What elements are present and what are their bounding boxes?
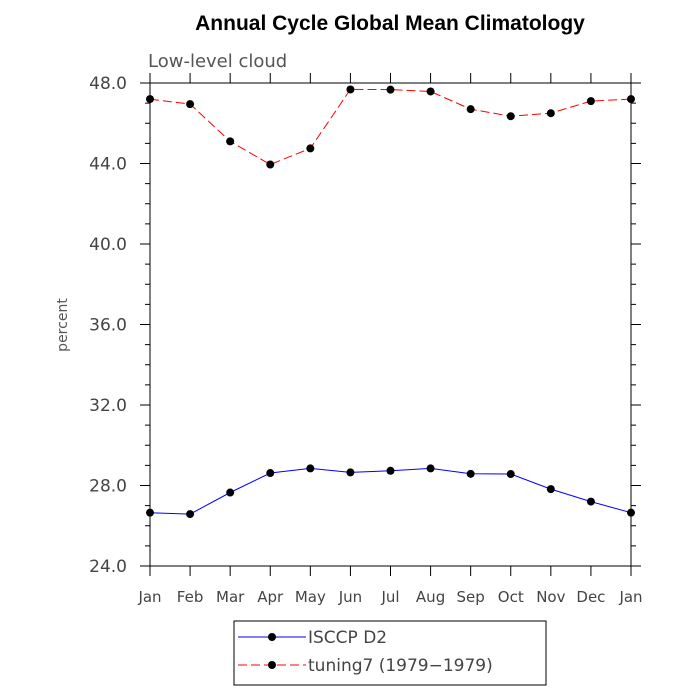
legend-box xyxy=(233,620,547,686)
series-0-point xyxy=(306,464,315,473)
y-tick-label: 40.0 xyxy=(89,235,127,255)
axis-ticks: 24.0 28.0 32.0 36.0 40.0 44.0 48.0 Jan Feb Mar Apr… xyxy=(89,73,643,606)
series-1-point xyxy=(346,85,355,94)
x-tick-label: May xyxy=(295,588,326,606)
series-1-point xyxy=(466,105,475,114)
series-0-point xyxy=(226,488,235,497)
chart-subtitle: Low-level cloud xyxy=(148,51,287,72)
legend-marker-isccp xyxy=(268,633,276,641)
chart-title: Annual Cycle Global Mean Climatology xyxy=(195,12,585,35)
series-1-point xyxy=(426,87,435,96)
x-tick-label: Jan xyxy=(137,588,161,606)
y-tick-label: 32.0 xyxy=(89,396,127,416)
x-tick-label: Mar xyxy=(216,588,245,606)
x-tick-label: Oct xyxy=(498,588,524,606)
series-1-point xyxy=(306,144,315,153)
x-tick-label: Aug xyxy=(416,588,445,606)
series-1-point xyxy=(546,109,555,118)
series-0-point xyxy=(346,468,355,477)
series-0-point xyxy=(586,497,595,506)
series-1-point xyxy=(586,97,595,106)
plot-frame xyxy=(149,82,632,567)
y-axis-label: percent xyxy=(55,298,71,352)
series-0-point xyxy=(627,508,635,517)
x-tick-label: Jan xyxy=(618,588,642,606)
series-0-point xyxy=(466,469,475,478)
x-tick-label: Nov xyxy=(536,588,565,606)
x-tick-label: Feb xyxy=(177,588,204,606)
series-1-point xyxy=(186,100,195,109)
series-group xyxy=(146,85,635,519)
series-0-point xyxy=(186,510,195,519)
series-1-point xyxy=(146,95,154,104)
series-line-1 xyxy=(149,88,632,166)
legend: ISCCP D2 tuning7 (1979−1979) xyxy=(233,620,547,686)
legend-label-tuning7: tuning7 (1979−1979) xyxy=(308,656,493,676)
legend-marker-tuning7 xyxy=(268,661,276,669)
series-line-0 xyxy=(149,467,632,515)
series-0-point xyxy=(546,485,555,494)
y-tick-label: 28.0 xyxy=(89,477,127,497)
y-tick-label: 44.0 xyxy=(89,155,127,175)
x-tick-label: Sep xyxy=(457,588,485,606)
series-0-point xyxy=(386,466,395,475)
series-0-point xyxy=(266,469,275,478)
x-tick-label: Apr xyxy=(257,588,284,606)
series-1-point xyxy=(386,85,395,94)
x-tick-label: Dec xyxy=(576,588,605,606)
series-0-point xyxy=(506,470,515,479)
x-tick-label: Jul xyxy=(380,588,399,606)
series-0-point xyxy=(426,464,435,473)
x-tick-label: Jun xyxy=(338,588,362,606)
series-1-point xyxy=(266,160,275,169)
y-tick-label: 24.0 xyxy=(89,557,127,577)
y-tick-label: 48.0 xyxy=(89,74,127,94)
y-tick-label: 36.0 xyxy=(89,316,127,336)
series-1-point xyxy=(627,95,635,104)
legend-label-isccp: ISCCP D2 xyxy=(308,628,387,648)
series-1-point xyxy=(226,137,235,146)
series-1-point xyxy=(506,112,515,121)
series-0-point xyxy=(146,508,154,517)
